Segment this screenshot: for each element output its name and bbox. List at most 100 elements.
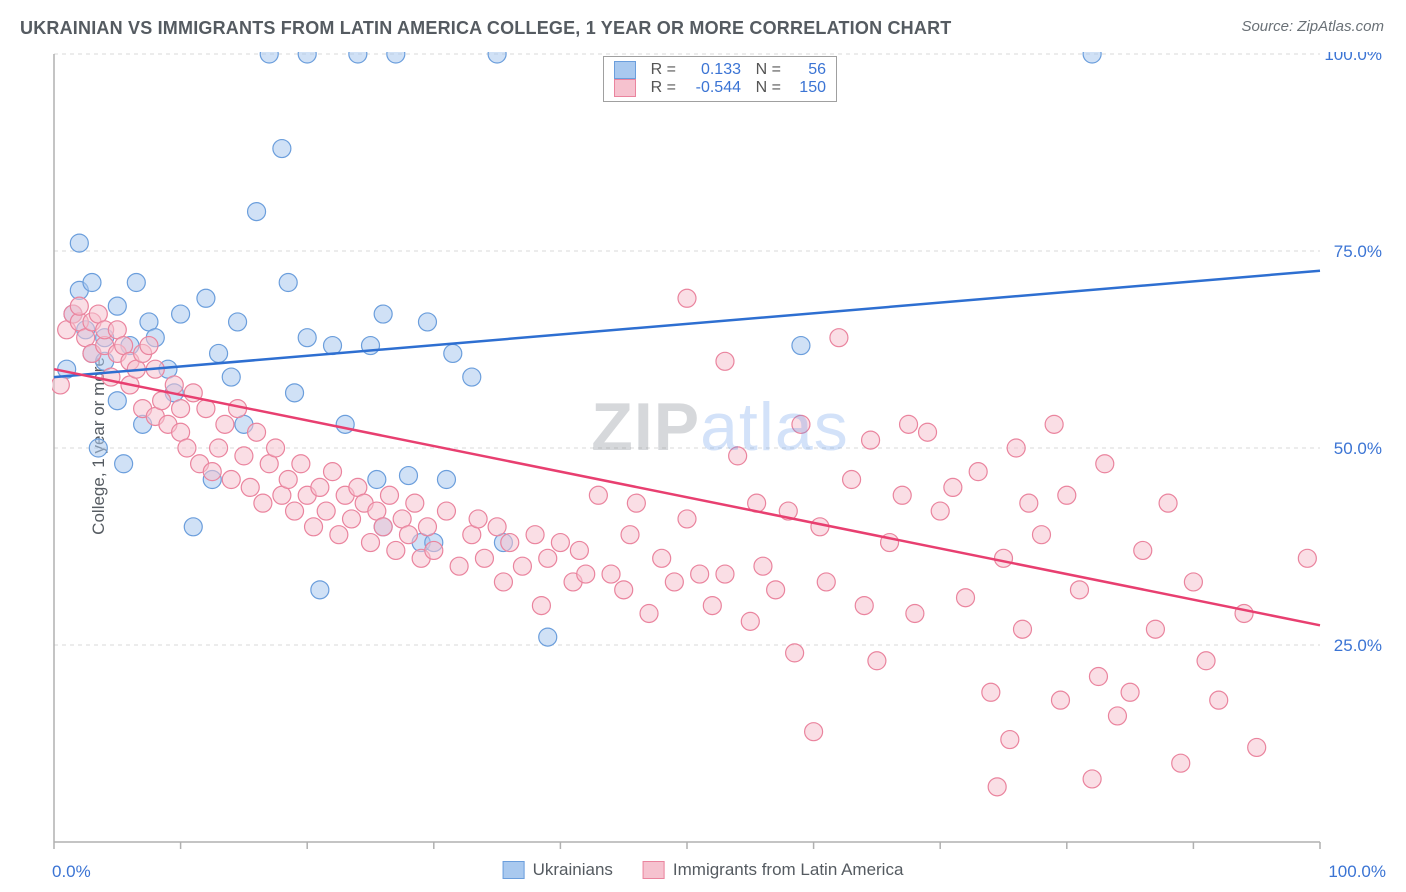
data-point	[172, 305, 190, 323]
data-point	[862, 431, 880, 449]
data-point	[140, 337, 158, 355]
data-point	[368, 471, 386, 489]
data-point	[1172, 754, 1190, 772]
legend-row: R =-0.544N =150	[614, 79, 826, 97]
data-point	[450, 557, 468, 575]
data-point	[298, 52, 316, 63]
correlation-legend: R =0.133N =56R =-0.544N =150	[603, 56, 837, 102]
data-point	[108, 297, 126, 315]
data-point	[305, 518, 323, 536]
data-point	[893, 486, 911, 504]
y-tick-label: 100.0%	[1324, 52, 1382, 64]
scatter-plot: 25.0%50.0%75.0%100.0%	[52, 52, 1388, 850]
data-point	[425, 541, 443, 559]
data-point	[279, 471, 297, 489]
data-point	[1235, 604, 1253, 622]
data-point	[172, 400, 190, 418]
data-point	[248, 203, 266, 221]
data-point	[286, 502, 304, 520]
data-point	[286, 384, 304, 402]
data-point	[488, 52, 506, 63]
data-point	[640, 604, 658, 622]
data-point	[488, 518, 506, 536]
data-point	[1007, 439, 1025, 457]
data-point	[399, 526, 417, 544]
data-point	[995, 549, 1013, 567]
legend-n-value: 150	[791, 79, 826, 97]
legend-row: R =0.133N =56	[614, 61, 826, 79]
data-point	[317, 502, 335, 520]
data-point	[1051, 691, 1069, 709]
legend-swatch	[614, 61, 636, 79]
legend-item: Immigrants from Latin America	[643, 860, 904, 880]
data-point	[260, 52, 278, 63]
data-point	[570, 541, 588, 559]
data-point	[551, 534, 569, 552]
data-point	[324, 337, 342, 355]
data-point	[1020, 494, 1038, 512]
data-point	[1298, 549, 1316, 567]
data-point	[589, 486, 607, 504]
data-point	[526, 526, 544, 544]
data-point	[1001, 731, 1019, 749]
data-point	[349, 52, 367, 63]
data-point	[267, 439, 285, 457]
data-point	[254, 494, 272, 512]
source-attribution: Source: ZipAtlas.com	[1241, 18, 1384, 35]
data-point	[944, 478, 962, 496]
data-point	[475, 549, 493, 567]
y-tick-label: 50.0%	[1334, 439, 1382, 458]
data-point	[406, 494, 424, 512]
data-point	[343, 510, 361, 528]
data-point	[1146, 620, 1164, 638]
x-axis-max-label: 100.0%	[1328, 862, 1386, 882]
data-point	[1089, 668, 1107, 686]
data-point	[741, 612, 759, 630]
data-point	[52, 376, 69, 394]
data-point	[703, 597, 721, 615]
legend-swatch	[614, 79, 636, 97]
data-point	[621, 526, 639, 544]
data-point	[273, 140, 291, 158]
data-point	[957, 589, 975, 607]
data-point	[817, 573, 835, 591]
legend-r-label: R =	[646, 79, 676, 97]
legend-n-label: N =	[751, 61, 781, 79]
data-point	[216, 415, 234, 433]
data-point	[678, 510, 696, 528]
data-point	[418, 313, 436, 331]
legend-r-value: 0.133	[686, 61, 741, 79]
legend-series-label: Immigrants from Latin America	[673, 860, 904, 880]
data-point	[387, 541, 405, 559]
data-point	[70, 234, 88, 252]
data-point	[868, 652, 886, 670]
data-point	[906, 604, 924, 622]
data-point	[241, 478, 259, 496]
data-point	[539, 628, 557, 646]
data-point	[532, 597, 550, 615]
data-point	[988, 778, 1006, 796]
data-point	[665, 573, 683, 591]
data-point	[792, 415, 810, 433]
data-point	[792, 337, 810, 355]
data-point	[754, 557, 772, 575]
data-point	[380, 486, 398, 504]
data-point	[311, 478, 329, 496]
data-point	[1121, 683, 1139, 701]
legend-series-label: Ukrainians	[533, 860, 613, 880]
y-tick-label: 25.0%	[1334, 636, 1382, 655]
data-point	[437, 502, 455, 520]
data-point	[1045, 415, 1063, 433]
data-point	[1096, 455, 1114, 473]
data-point	[178, 439, 196, 457]
data-point	[691, 565, 709, 583]
data-point	[931, 502, 949, 520]
data-point	[1058, 486, 1076, 504]
data-point	[1108, 707, 1126, 725]
data-point	[222, 471, 240, 489]
data-point	[229, 313, 247, 331]
data-point	[1184, 573, 1202, 591]
data-point	[1159, 494, 1177, 512]
data-point	[716, 565, 734, 583]
data-point	[855, 597, 873, 615]
